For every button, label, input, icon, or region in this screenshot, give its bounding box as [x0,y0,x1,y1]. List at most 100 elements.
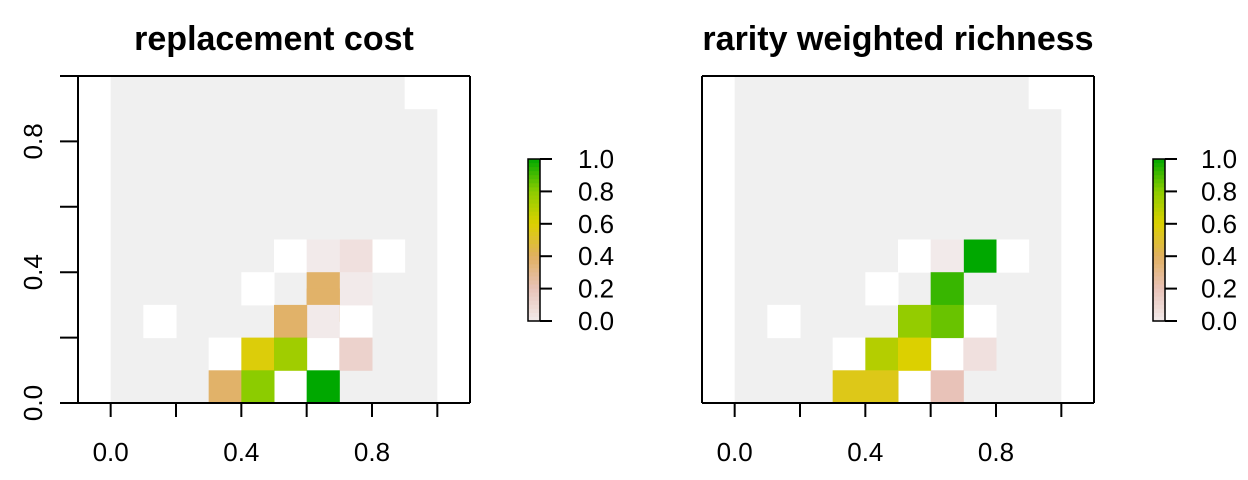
legend-color-step [1153,175,1165,180]
legend-tick-label: 0.6 [1201,209,1237,239]
raster-empty-cell [372,239,406,273]
legend-color-step [528,163,540,168]
legend-color-step [528,284,540,290]
raster-cell [898,304,932,339]
raster-empty-cell [996,239,1030,273]
x-tick-label: 0.0 [93,437,129,467]
legend-color-step [528,167,540,172]
legend-color-step [528,288,540,294]
legend-color-step [528,183,540,188]
raster-empty-cell [930,337,964,371]
x-tick-label: 0.0 [717,437,753,467]
raster-cell [339,239,373,273]
legend-color-step [1153,260,1165,265]
legend-color-step [1153,276,1165,282]
legend-color-step [1153,288,1165,294]
legend-color-step [1153,191,1165,197]
legend-color-step [1153,292,1165,298]
legend-color-step [528,215,540,221]
raster-cell [306,370,340,404]
legend-color-step [1153,284,1165,290]
legend-color-step [528,268,540,273]
legend-color-step [1153,296,1165,302]
raster-cell [241,337,275,371]
legend-color-step [1153,256,1165,261]
legend-color-step [1153,272,1165,278]
raster-cell [930,304,964,339]
legend-color-step [528,191,540,197]
legend-color-step [528,203,540,209]
raster-empty-cell [339,304,373,339]
raster-empty-cell [306,337,340,371]
y-tick-label: 0.8 [18,123,48,159]
raster-empty-cell [274,239,308,273]
raster-cell [930,239,964,273]
legend-color-step [528,207,540,213]
raster-cell [274,304,308,339]
legend-color-step [528,272,540,278]
legend-color-step [1153,235,1165,241]
legend-color-step [528,312,540,318]
legend-color-step [528,276,540,282]
raster-cell [306,239,340,273]
legend-tick-label: 1.0 [1201,144,1237,174]
legend-color-step [1153,159,1165,164]
legend-tick-label: 0.8 [1201,176,1237,206]
raster-empty-cell [767,304,801,339]
legend-color-step [528,231,540,237]
raster-cell [274,337,308,371]
raster-empty-cell [143,304,177,339]
legend-color-step [1153,300,1165,306]
legend-color-step [528,280,540,286]
raster-cell [963,337,997,371]
legend-color-step [1153,223,1165,229]
raster-cell [963,239,997,273]
legend-color-step [1153,199,1165,205]
legend-tick-label: 0.4 [578,241,614,271]
legend-tick-label: 0.0 [578,306,614,336]
legend-tick-label: 0.2 [578,274,614,304]
raster-empty-cell [865,272,899,306]
legend-color-step [1153,268,1165,273]
legend-color-step [1153,163,1165,168]
chart-title: rarity weighted richness [702,20,1093,58]
legend-color-step [528,264,540,269]
raster-empty-cell [241,272,275,306]
legend-tick-label: 0.0 [1201,306,1237,336]
legend-color-step [528,195,540,201]
legend-color-step [528,252,540,257]
legend-color-step [528,235,540,241]
raster-cell [241,370,275,404]
legend-color-step [1153,195,1165,201]
legend-color-step [1153,316,1165,322]
legend-color-step [1153,308,1165,314]
legend-color-step [528,187,540,192]
legend-color-step [528,159,540,164]
legend-color-step [1153,183,1165,188]
legend-tick-label: 1.0 [578,144,614,174]
legend: 0.00.20.40.60.81.0 [527,144,614,336]
raster-empty-cell [963,304,997,339]
raster-cell [339,337,373,371]
legend-color-step [528,296,540,302]
raster-empty-cell [208,337,242,371]
legend-color-step [1153,304,1165,310]
legend-color-step [528,304,540,310]
y-tick-label: 0.4 [18,254,48,290]
legend-color-step [528,248,540,253]
legend-color-step [528,256,540,261]
legend-color-step [528,223,540,229]
legend-color-step [1153,215,1165,221]
legend-color-step [1153,231,1165,237]
legend-color-step [528,308,540,314]
raster-cell [930,370,964,404]
x-tick-label: 0.8 [978,437,1014,467]
legend-color-step [528,260,540,265]
legend-color-step [528,219,540,225]
legend-frame [527,158,541,322]
raster-cell [930,272,964,306]
legend-color-step [1153,312,1165,318]
legend-color-step [1153,240,1165,245]
legend-color-step [528,244,540,249]
